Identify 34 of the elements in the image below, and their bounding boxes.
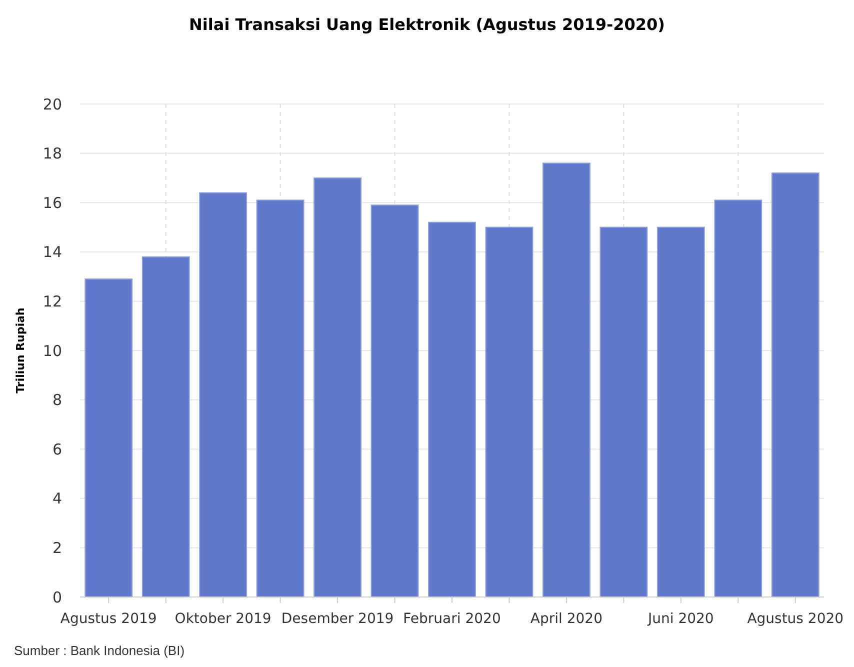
bar — [84, 278, 133, 598]
bar — [771, 172, 820, 598]
y-tick-label: 10 — [42, 342, 62, 360]
bar — [370, 204, 419, 598]
bar — [256, 200, 304, 598]
y-tick-label: 18 — [42, 144, 62, 163]
bar — [485, 226, 534, 598]
y-tick-label: 6 — [52, 440, 62, 458]
y-tick-label: 2 — [52, 538, 62, 557]
x-tick-label: Agustus 2020 — [747, 611, 844, 627]
text: Sumber : Bank Indonesia (BI) — [14, 643, 185, 658]
y-tick-label: 0 — [52, 588, 62, 606]
x-tick-label: Agustus 2019 — [60, 611, 157, 627]
x-tick-label: Desember 2019 — [281, 611, 394, 627]
y-tick-label: 14 — [42, 243, 62, 262]
x-tick-label: Juni 2020 — [647, 611, 714, 627]
bar — [714, 200, 762, 598]
y-tick-label: 4 — [52, 490, 62, 508]
x-tick-label: Februari 2020 — [403, 611, 501, 627]
y-tick-label: 16 — [42, 194, 62, 212]
bar — [142, 256, 190, 598]
y-axis-title: Triliun Rupiah — [14, 308, 27, 394]
bar — [600, 226, 648, 598]
bar — [656, 226, 705, 598]
bar — [314, 177, 362, 598]
bar — [428, 222, 476, 598]
y-tick-label: 8 — [52, 391, 62, 410]
y-tick-label: 20 — [42, 95, 62, 114]
y-tick-label: 12 — [42, 292, 62, 310]
x-tick-label: April 2020 — [530, 611, 602, 627]
bar — [199, 192, 248, 598]
x-tick-label: Oktober 2019 — [174, 611, 272, 627]
bar — [542, 162, 590, 598]
chart-title: Nilai Transaksi Uang Elektronik (Agustus 2019-2020) — [189, 15, 665, 34]
